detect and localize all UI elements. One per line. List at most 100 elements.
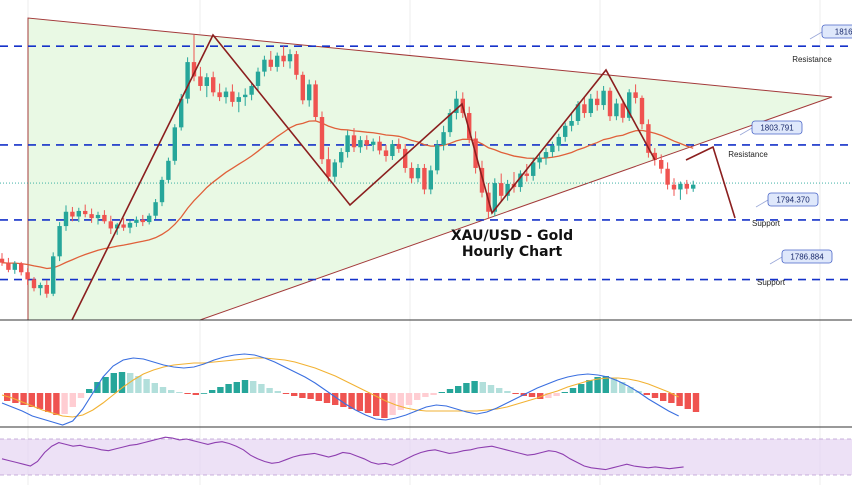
candle-body [63, 211, 69, 227]
candle-body [217, 92, 222, 98]
candle-body [179, 98, 184, 128]
macd-histogram-bar [209, 390, 216, 393]
candle-body [319, 117, 325, 160]
candle-body [287, 54, 293, 62]
macd-histogram-bar [397, 393, 404, 410]
candle-body [83, 210, 88, 215]
candle-body [275, 55, 280, 67]
macd-histogram-bar [299, 393, 306, 398]
macd-histogram-bar [332, 393, 339, 405]
candle-body [89, 214, 94, 219]
candle-body [569, 120, 574, 126]
macd-histogram-bar [528, 393, 536, 397]
candle-body [390, 144, 395, 157]
candle-body [25, 272, 30, 280]
chart-title-line1: XAU/USD - Gold [451, 228, 573, 244]
rsi-band [0, 439, 852, 475]
macd-line [1, 353, 679, 426]
candle-body [499, 183, 504, 196]
macd-histogram-bar [20, 393, 27, 405]
macd-histogram-bar [168, 390, 175, 393]
price-level-role: Resistance [728, 150, 768, 159]
macd-histogram-bar [455, 386, 462, 393]
macd-histogram-bar [578, 384, 585, 393]
macd-histogram-bar [430, 393, 437, 395]
macd-histogram-bar [512, 393, 519, 394]
price-label-box [751, 120, 803, 135]
macd-histogram-bar [446, 389, 454, 393]
price-labels: 1816.2 Resistance 1803.791 Resistance 1794.3… [728, 24, 852, 287]
macd-histogram-bar [94, 382, 101, 393]
candle-body [345, 135, 350, 153]
candle-body [639, 97, 645, 125]
macd-histogram-bar [143, 379, 150, 393]
candle-body [633, 92, 638, 98]
projection-line [685, 145, 736, 219]
candle-body [38, 284, 43, 289]
chart-title-line2: Hourly Chart [462, 244, 563, 260]
candle-body [659, 160, 664, 169]
macd-histogram-bar [676, 393, 683, 406]
candle-body [102, 214, 107, 222]
candle-body [108, 221, 113, 229]
candle-body [447, 113, 453, 133]
macd-histogram-bar [12, 393, 19, 403]
candle-body [70, 211, 75, 217]
candle-body [684, 183, 689, 189]
candle-body [0, 258, 5, 263]
candle-body [601, 90, 606, 106]
candle-body [371, 141, 376, 145]
macd-histogram-bar [282, 393, 290, 394]
macd-histogram-bar [602, 376, 609, 393]
candle-body [281, 55, 286, 62]
candle-body [268, 59, 273, 67]
macd-histogram-bar [135, 376, 142, 393]
candle-body [377, 141, 382, 151]
macd-histogram-bar [241, 380, 249, 393]
macd-histogram-bar [61, 393, 68, 414]
price-level-role: Support [752, 219, 781, 228]
candle-body [671, 184, 677, 190]
macd-histogram-bar [348, 393, 355, 409]
macd-histogram-bar [307, 393, 314, 399]
candle-body [300, 74, 305, 101]
macd-histogram-bar [274, 391, 281, 393]
candle-body [358, 140, 363, 148]
candle-body [326, 159, 331, 177]
zigzag-pattern-line [71, 33, 656, 321]
candle-body [159, 179, 165, 203]
macd-histogram-bar [86, 389, 93, 393]
macd-histogram-bar [668, 393, 675, 403]
candle-body [31, 279, 37, 289]
macd-histogram-bar [36, 393, 44, 409]
macd-histogram-bar [315, 393, 322, 401]
candle-body [140, 219, 145, 223]
macd-histogram-bar [69, 393, 76, 407]
price-label-box [767, 192, 819, 207]
candle-body [620, 103, 625, 118]
candle-body [467, 113, 472, 139]
candle-body [383, 150, 389, 157]
macd-histogram-bar [225, 384, 232, 393]
macd-histogram-bar [537, 393, 544, 399]
candle-body [230, 91, 235, 102]
candle-body [249, 85, 254, 95]
candle-body [294, 54, 299, 75]
macd-histogram-bar [53, 393, 60, 415]
candle-body [691, 184, 696, 189]
candle-body [191, 62, 197, 77]
candle-body [582, 104, 587, 114]
candle-body [185, 62, 190, 99]
macd-histogram-bar [250, 381, 257, 393]
macd-histogram-bar [200, 393, 208, 394]
rsi-panel [0, 436, 852, 476]
macd-histogram-bar [45, 393, 52, 412]
macd-histogram-bar [438, 392, 445, 393]
macd-histogram-bar [118, 372, 126, 393]
macd-histogram-bar [373, 393, 380, 416]
macd-histogram-bar [217, 387, 224, 393]
candle-body [76, 210, 81, 217]
macd-histogram-bar [569, 388, 577, 393]
price-label-box [821, 24, 852, 39]
